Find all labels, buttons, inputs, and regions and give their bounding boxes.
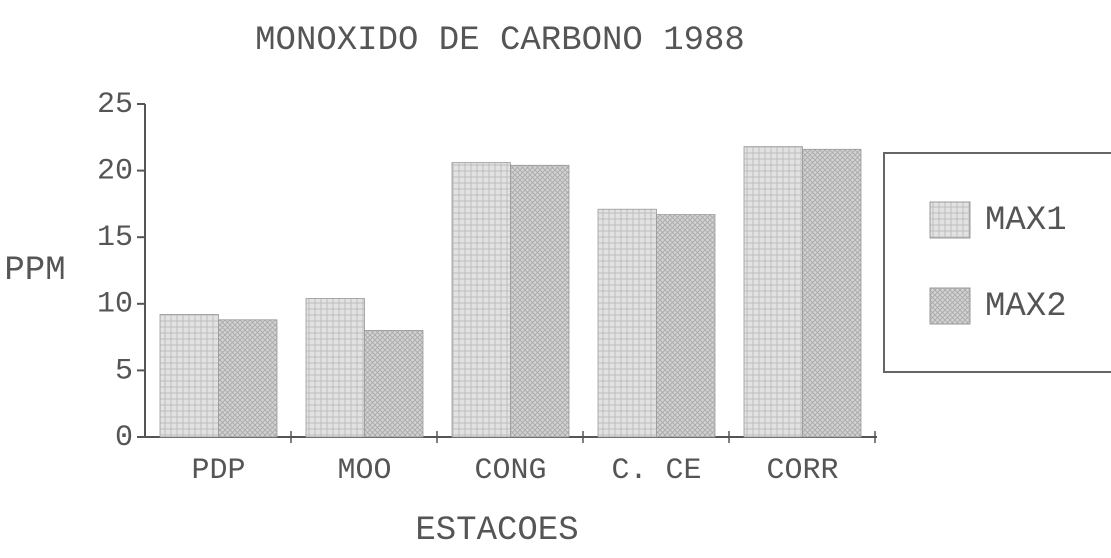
y-tick-label: 15	[97, 221, 133, 255]
bar	[451, 162, 511, 438]
y-tick-label: 25	[97, 88, 133, 122]
legend-swatch	[929, 201, 971, 239]
x-axis-label: ESTACOES	[415, 512, 578, 550]
y-tick-label: 20	[97, 155, 133, 189]
bar	[743, 146, 803, 438]
x-tick-label: PDP	[191, 454, 245, 488]
legend-label: MAX1	[985, 202, 1067, 240]
legend-label: MAX2	[985, 288, 1067, 326]
bar	[159, 314, 219, 438]
x-tick-label: C. CE	[611, 454, 701, 488]
bar	[364, 330, 424, 438]
bar	[802, 148, 862, 438]
bar	[597, 208, 657, 438]
y-tick-label: 10	[97, 288, 133, 322]
chart-title: MONOXIDO DE CARBONO 1988	[255, 22, 745, 60]
y-tick-label: 0	[115, 421, 133, 455]
y-tick-label: 5	[115, 354, 133, 388]
bar	[218, 319, 278, 438]
bar	[656, 214, 716, 438]
x-tick-label: CORR	[766, 454, 838, 488]
legend-box	[883, 152, 1111, 373]
legend-swatch	[929, 287, 971, 325]
x-tick-label: CONG	[474, 454, 546, 488]
bar	[305, 298, 365, 438]
bar	[510, 164, 570, 438]
x-tick-label: MOO	[337, 454, 391, 488]
y-axis-label: PPM	[4, 252, 65, 290]
